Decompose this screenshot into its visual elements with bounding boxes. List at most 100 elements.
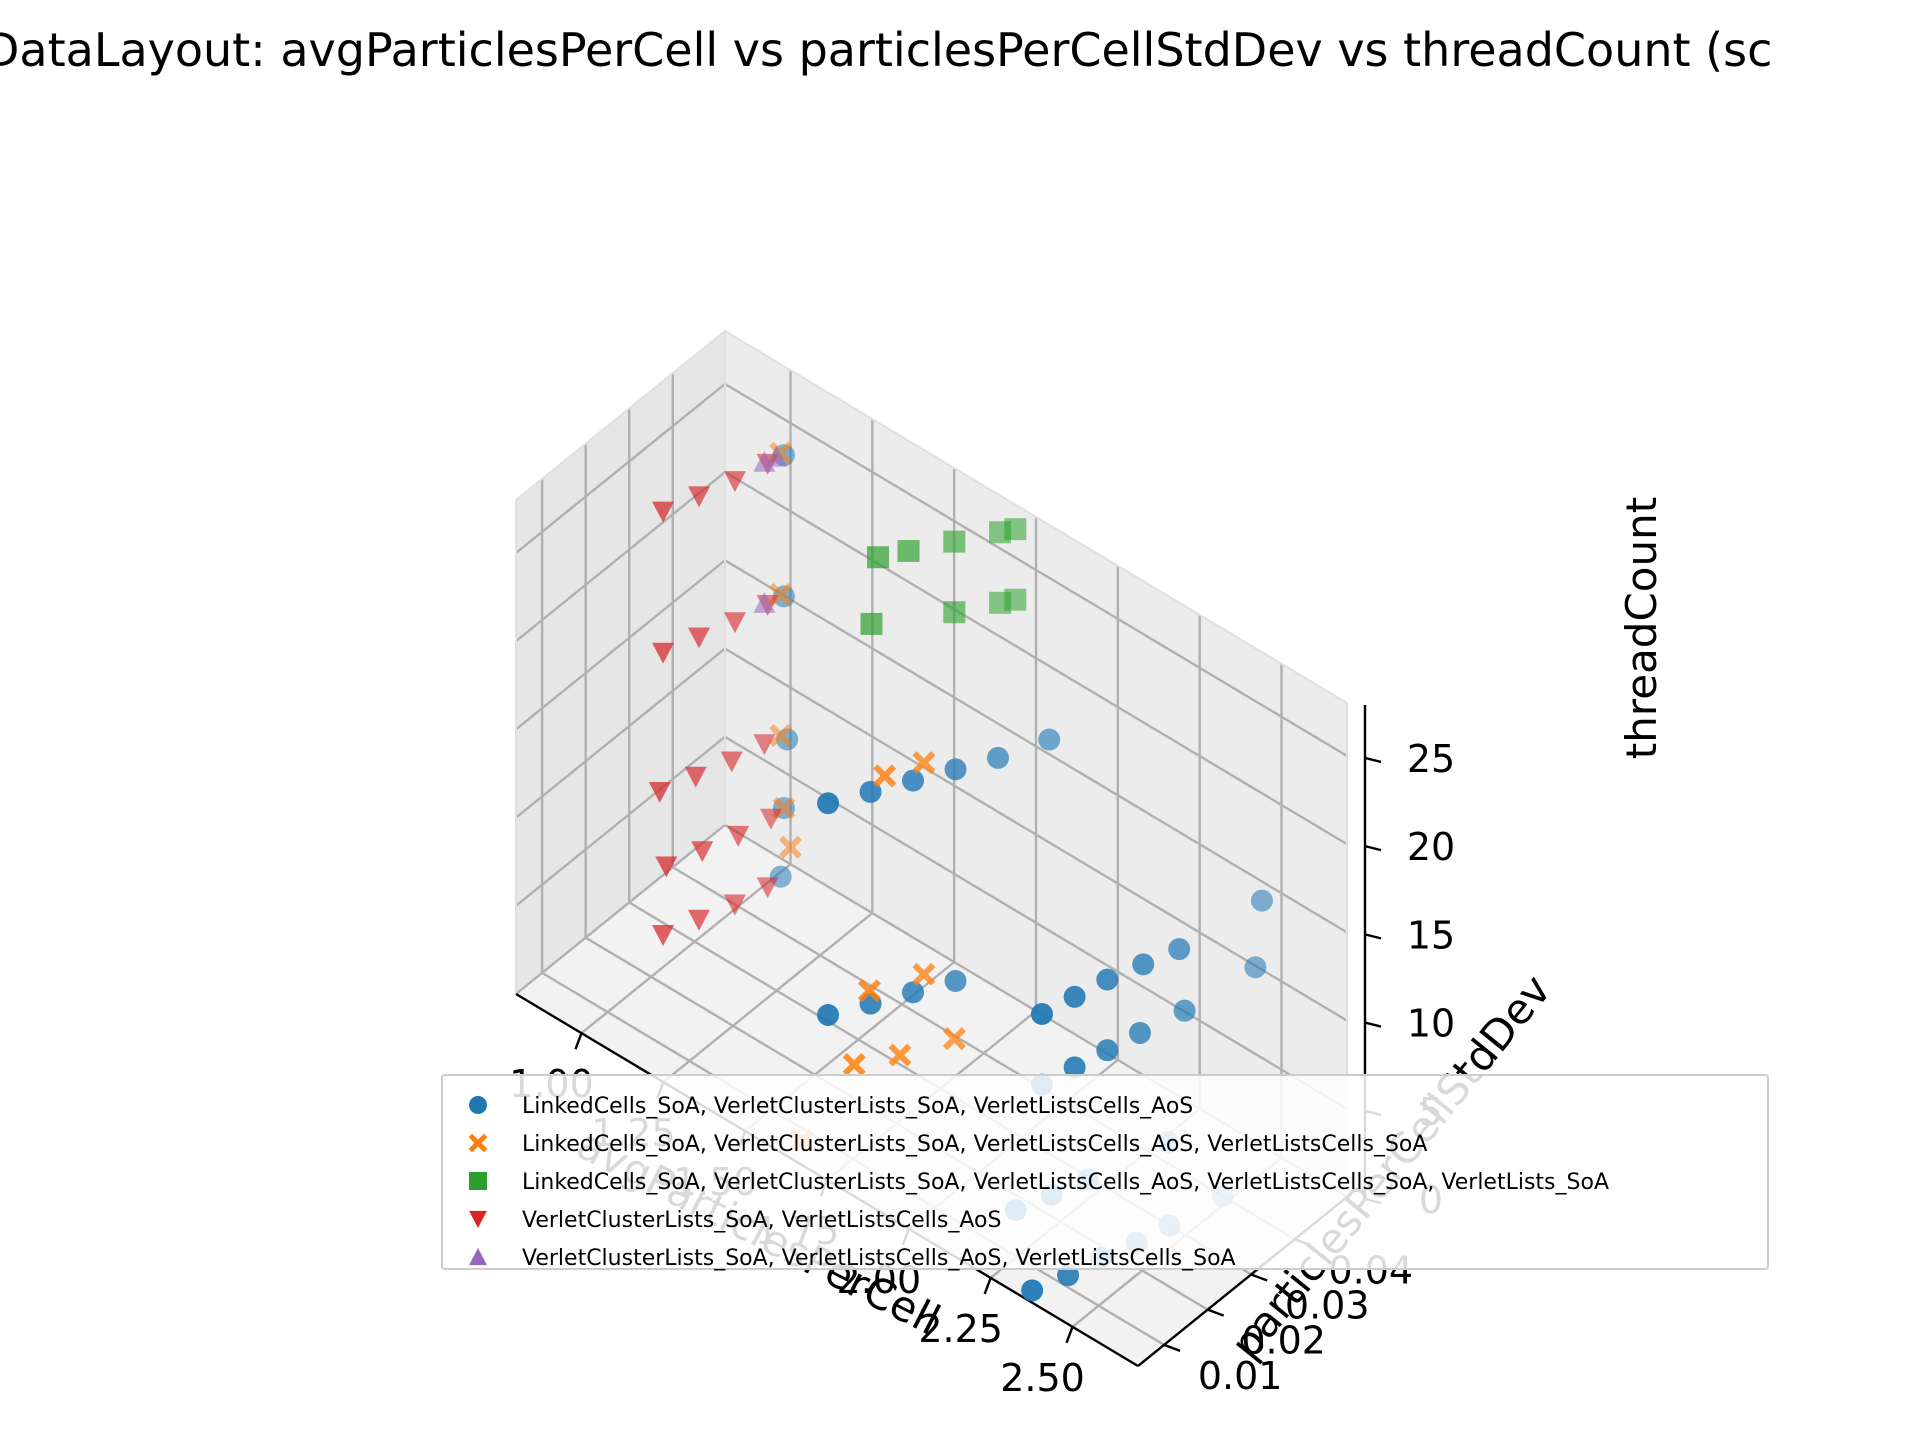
data-point [727,825,750,847]
legend-marker [468,1133,488,1153]
z-tick [1364,756,1382,764]
y-tick-label: 0.02 [1241,1319,1326,1363]
legend-marker [469,1172,487,1190]
legend-label: LinkedCells_SoA, VerletClusterLists_SoA,… [522,1094,1193,1119]
x-tick [574,1032,583,1050]
data-point [842,1052,866,1076]
data-point [944,969,967,992]
z-tick-label: 25 [1407,737,1455,781]
z-tick-label: 15 [1407,913,1455,957]
data-point [753,591,776,613]
y-tick-label: 0.01 [1198,1354,1283,1398]
legend-label: VerletClusterLists_SoA, VerletListsCells… [522,1208,1001,1233]
z-tick [1364,1021,1382,1028]
data-point [897,540,920,563]
data-point [684,766,707,788]
data-point [902,981,925,1004]
data-point [769,724,793,748]
data-point [817,792,840,815]
data-point [1132,953,1155,976]
legend-marker [469,1248,487,1266]
data-point [652,925,675,946]
data-point [1168,938,1191,961]
legend-item: LinkedCells_SoA, VerletClusterLists_SoA,… [469,1170,1609,1195]
data-point [655,856,678,878]
data-point [1063,985,1086,1008]
data-point [944,758,967,781]
x-tick [983,1277,992,1295]
series-3 [860,518,1027,635]
x-tick-label: 2.25 [918,1307,1003,1351]
data-point [688,909,711,931]
data-point [859,780,882,803]
data-point [943,601,966,624]
legend-label: VerletClusterLists_SoA, VerletListsCells… [522,1246,1236,1271]
data-point [943,530,966,553]
data-point [652,501,675,523]
data-point [1021,1279,1044,1302]
data-point [873,764,897,788]
data-point [942,1027,966,1051]
legend-item: LinkedCells_SoA, VerletClusterLists_SoA,… [468,1132,1427,1157]
x-tick [1065,1326,1074,1344]
data-point [688,627,711,649]
data-point [723,612,746,634]
legend-item: VerletClusterLists_SoA, VerletListsCells… [469,1246,1236,1271]
data-point [723,894,746,916]
data-point [912,962,936,986]
y-tick [1207,1308,1225,1317]
data-point [1128,1021,1151,1044]
legend-marker [469,1210,487,1228]
legend-label: LinkedCells_SoA, VerletClusterLists_SoA,… [522,1132,1427,1157]
legend-marker [469,1096,487,1114]
series-5 [753,445,788,613]
z-axis-label: threadCount [1617,497,1666,759]
data-point [857,979,881,1003]
data-point [1173,999,1196,1022]
data-point [691,841,714,863]
data-point [902,769,925,792]
data-point [888,1043,912,1067]
data-point [759,808,782,830]
data-points [648,441,1273,1302]
legend: LinkedCells_SoA, VerletClusterLists_SoA,… [441,1074,1769,1271]
data-point [779,835,802,859]
y-tick-label: 0.03 [1285,1283,1370,1327]
data-point [860,612,883,635]
data-point [1096,1039,1119,1062]
data-point [688,486,711,508]
data-point [867,546,890,569]
legend-item: VerletClusterLists_SoA, VerletListsCells… [469,1208,1001,1233]
data-point [765,445,788,467]
series-2 [769,441,966,1152]
z-tick [1364,844,1382,852]
data-point [1063,1056,1086,1079]
data-point [648,781,671,803]
data-point [817,1003,840,1026]
data-point [753,734,776,756]
y-tick [1250,1273,1268,1282]
chart-title: DataLayout: avgParticlesPerCell vs parti… [0,23,1772,77]
data-point [723,471,746,493]
data-point [1004,518,1027,541]
data-point [912,751,936,775]
data-point [987,746,1010,769]
z-tick-label: 10 [1407,1002,1455,1046]
z-tick [1364,933,1382,940]
data-point [1038,728,1061,751]
data-point [652,642,675,664]
data-point [1030,1003,1053,1026]
y-tick [1163,1343,1181,1352]
x-tick-label: 2.50 [1000,1356,1085,1400]
data-point [756,877,779,899]
data-point [1004,588,1027,611]
legend-label: LinkedCells_SoA, VerletClusterLists_SoA,… [522,1170,1609,1195]
data-point [1244,956,1267,979]
data-point [1096,968,1119,991]
legend-item: LinkedCells_SoA, VerletClusterLists_SoA,… [469,1094,1193,1119]
legend-box [441,1074,1769,1270]
data-point [720,751,743,773]
data-point [1250,889,1273,912]
z-tick-label: 20 [1407,825,1455,869]
